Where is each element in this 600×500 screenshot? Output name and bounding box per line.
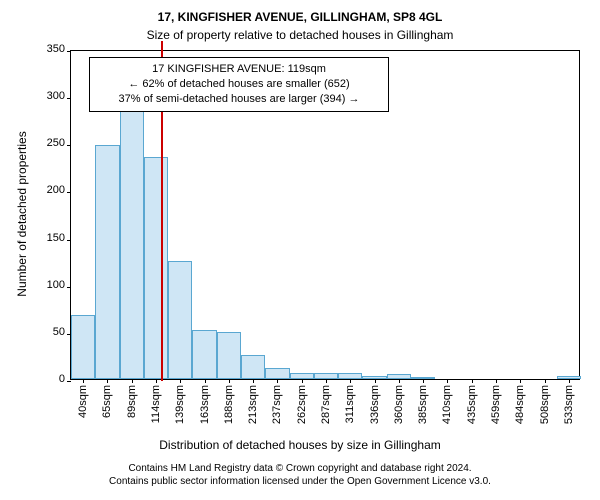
x-tick-mark (229, 379, 230, 383)
x-tick-mark (132, 379, 133, 383)
y-tick-label: 150 (47, 232, 65, 244)
x-tick-label: 385sqm (417, 385, 429, 424)
x-tick-label: 287sqm (320, 385, 332, 424)
x-tick-mark (107, 379, 108, 383)
y-tick-label: 250 (47, 137, 65, 149)
y-tick-mark (67, 51, 71, 52)
y-tick-label: 300 (47, 90, 65, 102)
y-tick-label: 50 (53, 326, 65, 338)
chart-footer: Contains HM Land Registry data © Crown c… (0, 462, 600, 488)
x-tick-mark (277, 379, 278, 383)
x-tick-mark (156, 379, 157, 383)
x-tick-label: 40sqm (77, 385, 89, 418)
x-tick-label: 65sqm (101, 385, 113, 418)
x-tick-label: 114sqm (150, 385, 162, 423)
x-tick-mark (423, 379, 424, 383)
plot-area: 05010015020025030035040sqm65sqm89sqm114s… (70, 50, 580, 380)
y-tick-label: 350 (47, 43, 65, 55)
x-tick-label: 213sqm (247, 385, 259, 424)
y-tick-mark (67, 192, 71, 193)
x-tick-label: 484sqm (514, 385, 526, 424)
y-tick-mark (67, 145, 71, 146)
x-tick-label: 410sqm (441, 385, 453, 424)
x-tick-mark (83, 379, 84, 383)
footer-line-2: Contains public sector information licen… (0, 475, 600, 488)
x-tick-mark (180, 379, 181, 383)
histogram-bar (241, 355, 265, 379)
x-tick-label: 262sqm (296, 385, 308, 424)
x-tick-mark (472, 379, 473, 383)
y-tick-mark (67, 240, 71, 241)
histogram-bar (144, 157, 168, 379)
x-tick-mark (545, 379, 546, 383)
x-tick-mark (326, 379, 327, 383)
x-tick-mark (520, 379, 521, 383)
histogram-bar (95, 145, 119, 379)
x-tick-label: 360sqm (393, 385, 405, 424)
x-tick-mark (447, 379, 448, 383)
x-tick-label: 311sqm (344, 385, 356, 423)
x-tick-label: 459sqm (490, 385, 502, 424)
y-tick-mark (67, 98, 71, 99)
x-tick-label: 533sqm (563, 385, 575, 424)
histogram-bar (265, 368, 289, 379)
x-tick-label: 435sqm (466, 385, 478, 424)
chart-supertitle: 17, KINGFISHER AVENUE, GILLINGHAM, SP8 4… (0, 10, 600, 24)
y-tick-label: 200 (47, 184, 65, 196)
x-tick-label: 336sqm (369, 385, 381, 424)
callout-line: ← 62% of detached houses are smaller (65… (96, 77, 382, 92)
x-tick-label: 89sqm (126, 385, 138, 418)
x-tick-label: 508sqm (539, 385, 551, 424)
y-tick-label: 0 (59, 373, 65, 385)
callout-line: 37% of semi-detached houses are larger (… (96, 92, 382, 107)
x-tick-mark (496, 379, 497, 383)
callout-line: 17 KINGFISHER AVENUE: 119sqm (96, 62, 382, 77)
x-tick-label: 237sqm (271, 385, 283, 424)
x-tick-mark (350, 379, 351, 383)
x-tick-mark (569, 379, 570, 383)
x-tick-mark (399, 379, 400, 383)
footer-line-1: Contains HM Land Registry data © Crown c… (0, 462, 600, 475)
chart-title: Size of property relative to detached ho… (0, 28, 600, 42)
histogram-bar (120, 107, 144, 379)
y-tick-label: 100 (47, 279, 65, 291)
histogram-bar (168, 261, 192, 379)
x-tick-label: 139sqm (174, 385, 186, 424)
x-axis-label: Distribution of detached houses by size … (0, 438, 600, 452)
x-tick-label: 163sqm (199, 385, 211, 424)
reference-callout: 17 KINGFISHER AVENUE: 119sqm← 62% of det… (89, 57, 389, 112)
x-tick-mark (375, 379, 376, 383)
y-tick-mark (67, 287, 71, 288)
histogram-bar (71, 315, 95, 379)
y-axis-label: Number of detached properties (15, 49, 29, 379)
y-tick-mark (67, 381, 71, 382)
x-tick-mark (253, 379, 254, 383)
x-tick-label: 188sqm (223, 385, 235, 424)
histogram-bar (217, 332, 241, 379)
x-tick-mark (302, 379, 303, 383)
histogram-bar (192, 330, 216, 379)
x-tick-mark (205, 379, 206, 383)
